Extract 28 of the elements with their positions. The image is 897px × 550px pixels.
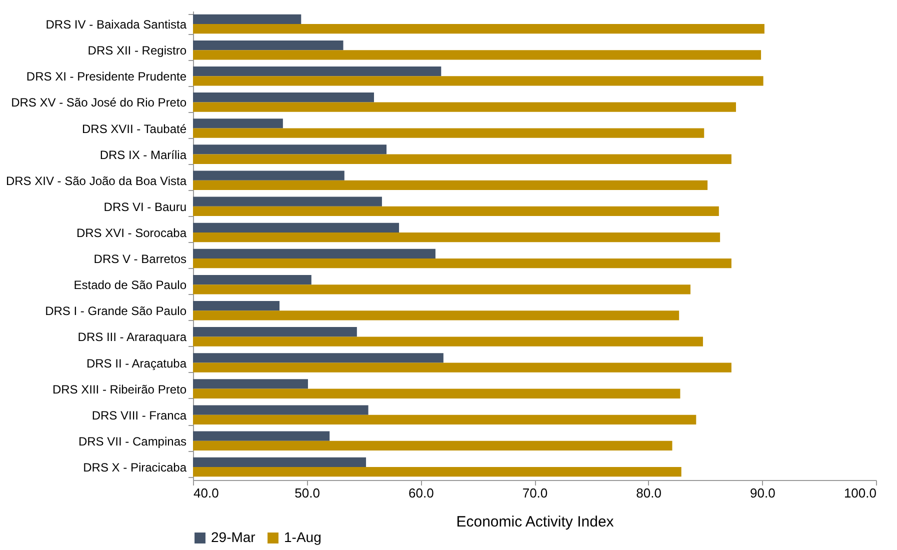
y-tick-label: DRS V - Barretos: [94, 252, 186, 266]
y-tick-label: DRS XIV - São João da Boa Vista: [6, 174, 187, 188]
x-tick-label: 40.0: [194, 486, 219, 500]
y-tick-label: DRS I - Grande São Paulo: [45, 304, 187, 318]
x-tick-label: 50.0: [294, 486, 320, 500]
y-tick-label: DRS IV - Baixada Santista: [46, 18, 187, 32]
y-tick-label: DRS VI - Bauru: [104, 200, 186, 214]
y-tick-label: DRS X - Piracicaba: [83, 460, 187, 474]
y-tick-label: DRS II - Araçatuba: [86, 356, 187, 370]
x-tick-label: 80.0: [636, 486, 662, 500]
y-tick-label: Estado de São Paulo: [74, 278, 187, 292]
y-tick-label: DRS XVII - Taubaté: [82, 122, 187, 136]
x-axis-title: Economic Activity Index: [456, 514, 614, 530]
y-tick-label: DRS III - Araraquara: [78, 330, 187, 344]
y-tick-label: DRS IX - Marília: [100, 148, 187, 162]
y-tick-label: DRS XIII - Ribeirão Preto: [52, 382, 187, 396]
y-tick-label: DRS VII - Campinas: [78, 434, 186, 448]
y-tick-label: DRS XI - Presidente Prudente: [26, 70, 187, 84]
x-tick-label: 60.0: [408, 486, 434, 500]
y-tick-label: DRS XV - São José do Rio Preto: [11, 96, 187, 110]
y-tick-label: DRS XVI - Sorocaba: [76, 226, 187, 240]
x-tick-label: 100.0: [844, 486, 876, 500]
legend-label: 29-Mar: [211, 529, 256, 545]
y-tick-label: DRS VIII - Franca: [92, 408, 187, 422]
legend-label: 1-Aug: [284, 529, 322, 545]
y-tick-label: DRS XII - Registro: [88, 44, 187, 58]
x-tick-label: 70.0: [522, 486, 548, 500]
x-tick-label: 90.0: [750, 486, 776, 500]
